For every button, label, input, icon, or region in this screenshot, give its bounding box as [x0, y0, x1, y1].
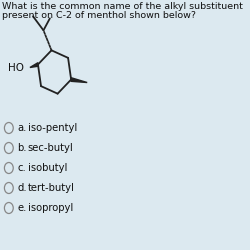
Text: What is the common name of the alkyl substituent: What is the common name of the alkyl sub…	[2, 2, 243, 11]
Text: c.: c.	[17, 163, 26, 173]
Text: present on C-2 of menthol shown below?: present on C-2 of menthol shown below?	[2, 11, 196, 20]
Polygon shape	[30, 63, 38, 68]
Text: sec-butyl: sec-butyl	[28, 143, 74, 153]
Text: isopropyl: isopropyl	[28, 203, 73, 213]
Text: tert-butyl: tert-butyl	[28, 183, 74, 193]
Text: d.: d.	[17, 183, 27, 193]
Text: iso-pentyl: iso-pentyl	[28, 123, 77, 133]
Text: e.: e.	[17, 203, 26, 213]
Text: HO: HO	[8, 64, 24, 74]
Polygon shape	[71, 78, 87, 82]
Text: b.: b.	[17, 143, 27, 153]
Text: a.: a.	[17, 123, 26, 133]
Text: isobutyl: isobutyl	[28, 163, 67, 173]
